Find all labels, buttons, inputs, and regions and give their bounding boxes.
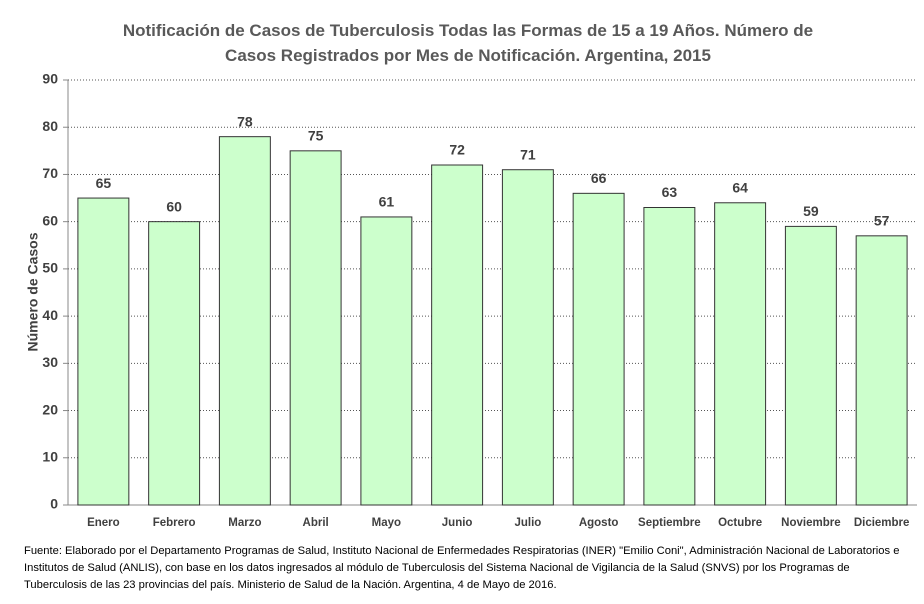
y-tick-label: 70 <box>42 165 58 181</box>
data-label: 64 <box>732 179 748 195</box>
x-tick-label: Febrero <box>153 517 196 529</box>
x-tick-label: Agosto <box>579 517 619 529</box>
x-tick-label: Diciembre <box>854 517 910 529</box>
bar <box>714 202 767 506</box>
data-label: 71 <box>520 146 536 162</box>
x-tick-label: Junio <box>442 517 473 529</box>
data-label: 61 <box>379 194 395 210</box>
source-note: Fuente: Elaborado por el Departamento Pr… <box>24 545 900 591</box>
x-tick-label: Noviembre <box>781 517 840 529</box>
data-label: 66 <box>591 170 607 186</box>
y-tick-label: 20 <box>42 401 58 417</box>
y-tick-label: 30 <box>42 354 58 370</box>
x-tick-label: Marzo <box>228 517 261 529</box>
data-label: 65 <box>96 175 112 191</box>
bar <box>218 136 271 506</box>
bar <box>77 197 130 506</box>
bar <box>148 221 201 506</box>
data-label: 63 <box>662 184 678 200</box>
y-tick-label: 50 <box>42 260 58 276</box>
data-label: 75 <box>308 128 324 144</box>
bar <box>431 164 484 506</box>
bar <box>643 207 696 506</box>
x-tick-label: Mayo <box>372 517 401 529</box>
x-tick-label: Abril <box>303 517 329 529</box>
y-tick-label: 60 <box>42 212 58 228</box>
bar <box>501 169 554 506</box>
bar <box>289 150 342 506</box>
y-axis-label: Número de Casos <box>25 232 41 351</box>
bar <box>784 225 837 506</box>
bar <box>572 192 625 506</box>
x-tick-label: Septiembre <box>638 517 701 529</box>
data-label: 59 <box>803 203 819 219</box>
data-label: 72 <box>449 142 465 158</box>
chart-title: Notificación de Casos de Tuberculosis To… <box>122 21 814 65</box>
y-tick-label: 40 <box>42 307 58 323</box>
data-label: 57 <box>874 213 890 229</box>
data-label: 60 <box>166 198 182 214</box>
x-tick-label: Julio <box>514 517 541 529</box>
x-tick-label: Enero <box>87 517 120 529</box>
y-tick-label: 10 <box>42 448 58 464</box>
bar <box>360 216 413 506</box>
y-tick-label: 80 <box>42 118 58 134</box>
bar <box>855 235 908 506</box>
data-label: 78 <box>237 113 253 129</box>
y-tick-label: 90 <box>42 71 58 87</box>
y-tick-label: 0 <box>50 496 58 512</box>
x-tick-label: Octubre <box>718 517 762 529</box>
